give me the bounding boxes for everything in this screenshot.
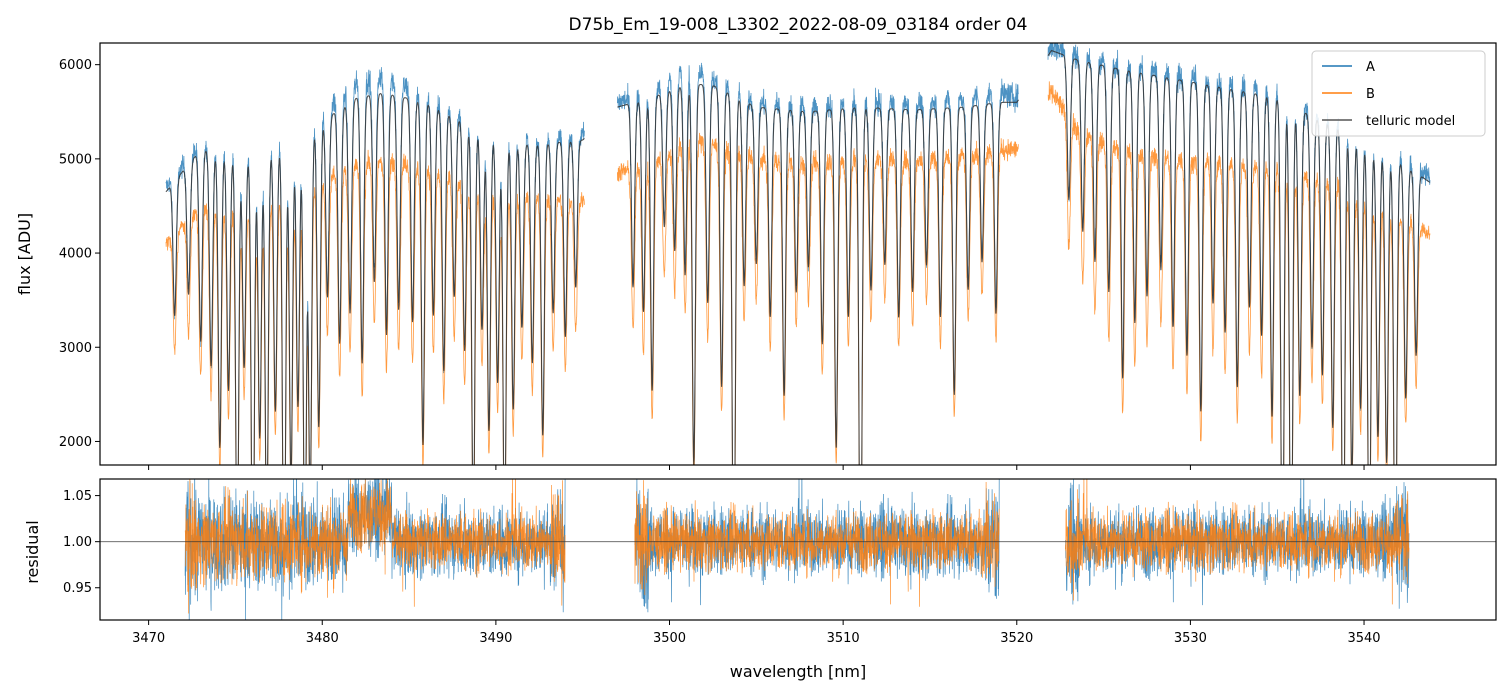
bottom-ytick-label: 1.05 <box>63 489 92 504</box>
bottom-x-ticks: 3470 3480 3490 3500 3510 3520 3530 3540 <box>132 620 1381 646</box>
top-ytick-label: 6000 <box>59 58 92 73</box>
bottom-series-group <box>100 479 1496 620</box>
top-axes-frame <box>99 42 1497 466</box>
series-line-telluric-model <box>617 83 1019 465</box>
series-line-telluric-model <box>165 93 585 465</box>
bottom-xtick-label: 3510 <box>827 631 860 646</box>
bottom-ytick-label: 1.00 <box>63 535 92 550</box>
bottom-xtick-label: 3480 <box>306 631 339 646</box>
top-ytick-label: 2000 <box>59 435 92 450</box>
residual-line-b <box>184 479 566 614</box>
bottom-xtick-label: 3520 <box>1000 631 1033 646</box>
top-x-ticks <box>148 465 1365 470</box>
bottom-y-axis-label: residual <box>23 520 42 583</box>
top-panel: 2000 3000 4000 5000 6000 flux [ADU] A B tell… <box>15 42 1497 470</box>
legend-label-b: B <box>1366 87 1375 102</box>
residual-line-b <box>634 480 1000 607</box>
bottom-panel: 0.95 1.00 1.05 3470 3480 3490 3500 3510 3520 353… <box>23 478 1497 681</box>
legend-label-a: A <box>1366 60 1375 75</box>
top-ytick-label: 3000 <box>59 341 92 356</box>
residual-line-b <box>1065 479 1410 605</box>
top-series-group <box>165 43 1431 465</box>
top-ytick-label: 4000 <box>59 247 92 262</box>
bottom-xtick-label: 3500 <box>653 631 686 646</box>
bottom-axes-frame <box>99 478 1497 621</box>
series-line-telluric-model <box>1047 49 1431 465</box>
legend: A B telluric model <box>1311 50 1486 137</box>
bottom-y-ticks: 0.95 1.00 1.05 <box>63 489 100 596</box>
bottom-xtick-label: 3490 <box>479 631 512 646</box>
top-y-ticks: 2000 3000 4000 5000 6000 <box>59 58 100 450</box>
bottom-xtick-label: 3470 <box>132 631 165 646</box>
bottom-xtick-label: 3530 <box>1174 631 1207 646</box>
top-ytick-label: 5000 <box>59 152 92 167</box>
chart-title: D75b_Em_19-008_L3302_2022-08-09_03184 or… <box>569 15 1028 35</box>
bottom-ytick-label: 0.95 <box>63 581 92 596</box>
legend-frame <box>1311 50 1486 137</box>
legend-label-telluric: telluric model <box>1366 114 1455 129</box>
x-axis-label: wavelength [nm] <box>730 662 867 681</box>
bottom-xtick-label: 3540 <box>1347 631 1380 646</box>
top-y-axis-label: flux [ADU] <box>15 213 34 295</box>
